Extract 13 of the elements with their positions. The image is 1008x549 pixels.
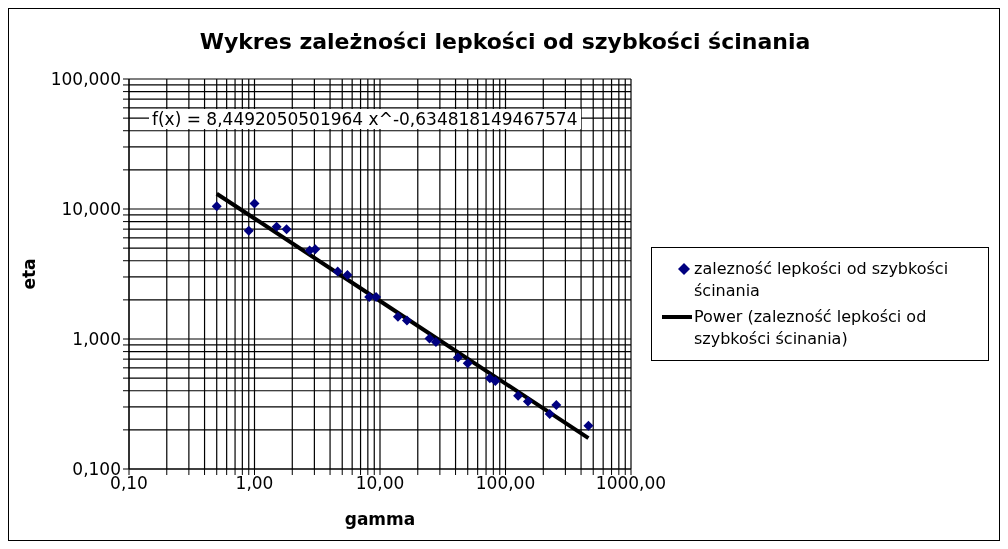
x-axis-title: gamma [344,509,416,529]
legend-label: zalezność lepkości od szybkości ścinania [694,258,950,302]
annotation: f(x) = 8,4492050501964 x^-0,634818149467574 [149,109,581,129]
y-tick-label: 10,000 [61,199,121,220]
chart-title: Wykres zależności lepkości od szybkości ścinania [198,29,812,54]
y-tick-label: 1,000 [72,329,121,350]
y-tick-label: 100,000 [50,69,121,90]
x-tick-label: 10,00 [355,473,405,494]
x-tick-label: 100,00 [475,473,536,494]
x-tick-label: 1000,00 [595,473,667,494]
legend-label: Power (zalezność lepkości od szybkości ścinania) [694,306,928,350]
x-tick-label: 1,00 [235,473,274,494]
y-axis-title: eta [19,258,40,290]
